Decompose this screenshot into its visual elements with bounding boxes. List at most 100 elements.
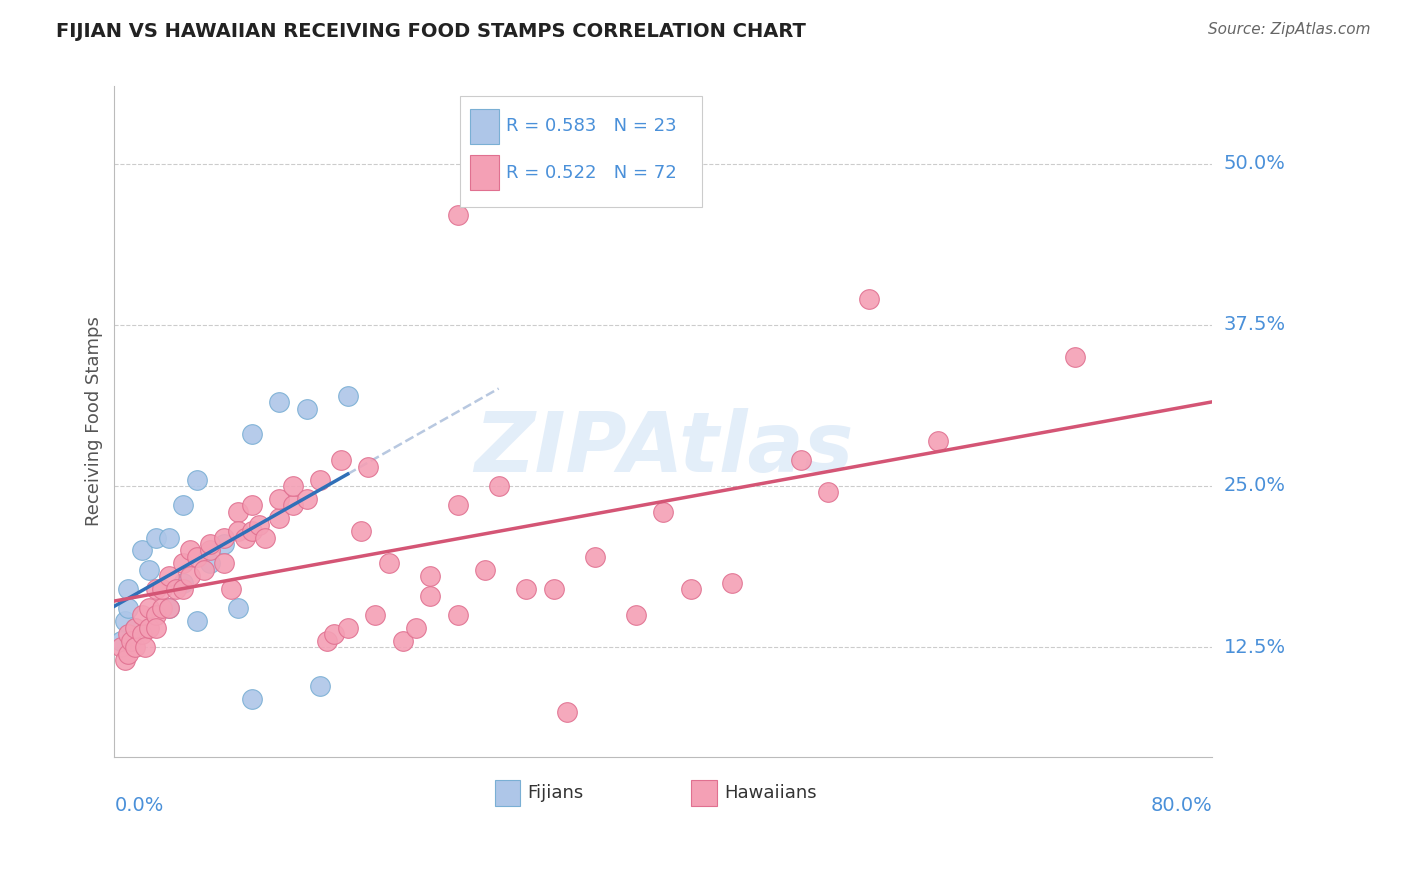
Point (186, 549, 208, 564)
Point (138, 601, 160, 615)
Point (624, 607, 647, 622)
Point (179, 543, 201, 558)
Text: Source: ZipAtlas.com: Source: ZipAtlas.com (1208, 22, 1371, 37)
Point (157, 569, 180, 583)
Point (858, 292, 880, 306)
Point (131, 607, 153, 622)
Point (172, 498, 194, 512)
Point (110, 640, 132, 654)
Text: 25.0%: 25.0% (1223, 476, 1285, 495)
Point (336, 389, 359, 403)
Point (157, 531, 180, 545)
Point (295, 401, 318, 416)
Point (295, 491, 318, 506)
Point (269, 491, 291, 506)
Point (446, 498, 468, 512)
Text: Fijians: Fijians (527, 784, 583, 802)
Point (269, 395, 291, 409)
Point (117, 627, 139, 641)
Point (446, 607, 468, 622)
Point (114, 615, 136, 629)
Point (114, 653, 136, 667)
Point (240, 691, 263, 706)
Point (157, 601, 180, 615)
Text: FIJIAN VS HAWAIIAN RECEIVING FOOD STAMPS CORRELATION CHART: FIJIAN VS HAWAIIAN RECEIVING FOOD STAMPS… (56, 22, 806, 41)
Point (309, 473, 332, 487)
Point (172, 557, 194, 571)
Point (124, 621, 146, 635)
Point (336, 621, 359, 635)
Point (652, 505, 675, 519)
Point (233, 531, 256, 545)
Point (240, 498, 263, 512)
Point (117, 582, 139, 596)
Point (488, 479, 510, 493)
Point (120, 633, 142, 648)
Point (152, 582, 174, 596)
Text: ZIPAtlas: ZIPAtlas (474, 408, 853, 489)
Point (131, 543, 153, 558)
Point (145, 607, 167, 622)
Text: 50.0%: 50.0% (1223, 154, 1285, 173)
Point (212, 537, 235, 551)
Point (117, 647, 139, 661)
Point (817, 485, 839, 500)
Point (419, 589, 441, 603)
Text: 0.0%: 0.0% (114, 796, 163, 814)
Point (226, 505, 249, 519)
Point (165, 582, 187, 596)
Point (329, 453, 352, 467)
Point (138, 563, 160, 577)
Point (131, 627, 153, 641)
Point (269, 511, 291, 525)
Point (200, 537, 222, 551)
Point (145, 621, 167, 635)
Point (117, 601, 139, 615)
Point (219, 582, 242, 596)
Text: R = 0.522   N = 72: R = 0.522 N = 72 (506, 164, 676, 182)
Point (226, 601, 249, 615)
Point (240, 427, 263, 442)
Point (721, 575, 744, 590)
Point (357, 459, 380, 474)
Point (350, 524, 373, 538)
Point (316, 633, 339, 648)
Point (110, 633, 132, 648)
Point (186, 473, 208, 487)
Point (543, 582, 565, 596)
Point (145, 531, 167, 545)
Point (179, 569, 201, 583)
Point (254, 531, 277, 545)
Point (200, 543, 222, 558)
Text: R = 0.583   N = 23: R = 0.583 N = 23 (506, 117, 676, 136)
Point (281, 479, 304, 493)
Point (134, 640, 156, 654)
Point (212, 557, 235, 571)
Point (405, 621, 427, 635)
Point (555, 705, 578, 719)
Point (583, 549, 606, 564)
Point (378, 557, 401, 571)
Point (474, 563, 496, 577)
Point (281, 498, 304, 512)
Point (391, 633, 413, 648)
Point (124, 621, 146, 635)
Text: 37.5%: 37.5% (1223, 316, 1285, 334)
Point (193, 563, 215, 577)
Point (364, 607, 387, 622)
Point (226, 524, 249, 538)
Point (138, 621, 160, 635)
Text: 80.0%: 80.0% (1150, 796, 1212, 814)
Point (200, 557, 222, 571)
Point (212, 531, 235, 545)
Point (186, 615, 208, 629)
Point (789, 453, 811, 467)
Point (446, 208, 468, 222)
Point (1064, 350, 1087, 364)
Point (927, 434, 949, 448)
Text: Hawaiians: Hawaiians (724, 784, 817, 802)
Point (419, 569, 441, 583)
Point (124, 640, 146, 654)
Point (172, 582, 194, 596)
Point (157, 601, 180, 615)
